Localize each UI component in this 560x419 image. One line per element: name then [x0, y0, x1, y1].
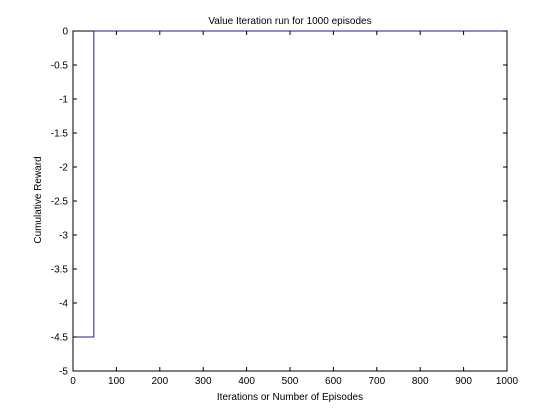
y-tick-label: -4 [59, 299, 68, 310]
x-tick-label: 400 [238, 376, 255, 387]
x-tick-label: 500 [282, 376, 299, 387]
x-axis-label: Iterations or Number of Episodes [217, 392, 363, 403]
x-tick-label: 100 [108, 376, 125, 387]
y-tick-label: -2 [59, 163, 68, 174]
chart-title: Value Iteration run for 1000 episodes [208, 16, 371, 27]
y-tick-label: -1.5 [51, 129, 69, 140]
plot-frame [73, 31, 507, 371]
x-tick-label: 0 [70, 376, 76, 387]
x-tick-label: 200 [151, 376, 168, 387]
plot-area [73, 31, 507, 371]
x-tick-label: 800 [412, 376, 429, 387]
y-axis-label: Cumulative Reward [33, 156, 44, 243]
y-tick-label: -1 [59, 95, 68, 106]
y-tick-label: -5 [59, 367, 68, 378]
x-tick-label: 900 [455, 376, 472, 387]
x-tick-label: 700 [368, 376, 385, 387]
y-tick-label: -4.5 [51, 333, 69, 344]
y-tick-label: 0 [62, 27, 68, 38]
y-tick-label: -2.5 [51, 197, 69, 208]
y-tick-label: -0.5 [51, 61, 69, 72]
y-tick-label: -3 [59, 231, 68, 242]
x-tick-label: 300 [195, 376, 212, 387]
x-tick-label: 1000 [496, 376, 519, 387]
y-tick-label: -3.5 [51, 265, 69, 276]
x-tick-label: 600 [325, 376, 342, 387]
